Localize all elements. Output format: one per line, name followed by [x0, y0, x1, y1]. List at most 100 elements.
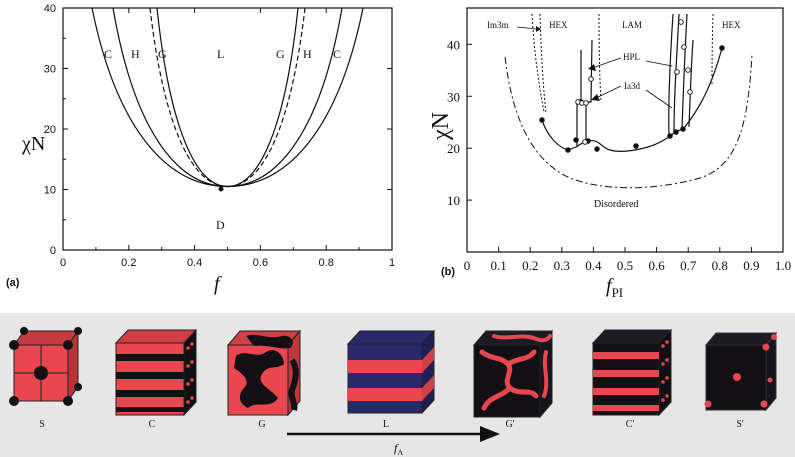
data-point-open [687, 89, 693, 95]
y-tick-label: 20 [44, 124, 56, 136]
region-label: H [303, 47, 312, 61]
x-axis-label: fPI [606, 275, 623, 300]
cube-label: G [258, 419, 265, 430]
phase-boundary [585, 39, 593, 140]
data-point-filled [573, 137, 579, 143]
panel-letter: (a) [6, 277, 20, 289]
x-tick-label: 0.4 [585, 258, 602, 273]
composition-arrow-head [480, 426, 500, 442]
phase-boundary [112, 7, 228, 188]
y-tick-label: 30 [44, 64, 56, 76]
cube-g-prime [472, 329, 554, 419]
data-point-filled [539, 117, 545, 123]
cube-label: C [149, 419, 156, 430]
data-point-open [678, 19, 684, 25]
morphology-strip: S C G L G' C' S' fA [0, 313, 795, 457]
panel-b-frame [466, 7, 784, 253]
arrow-line [595, 85, 622, 99]
y-tick-label: 40 [447, 37, 460, 52]
panel-b-y-ticks: 10 20 30 40 [447, 37, 472, 208]
cube-c [114, 328, 198, 417]
y-tick-label: 30 [447, 89, 460, 104]
region-label: G [276, 47, 285, 61]
panel-b: 0 0.1 0.2 0.3 0.4 0.5 0.6 0.7 0.8 0.9 1.0 10 20 30 40… [428, 7, 791, 300]
phase-boundary [227, 7, 364, 188]
odt-curve [541, 47, 723, 152]
region-label: C [333, 47, 341, 61]
x-tick-label: 0.6 [253, 257, 268, 269]
cube-s [9, 327, 82, 406]
x-tick-label: 0.8 [712, 258, 728, 273]
dotted-boundary [711, 13, 714, 86]
y-tick-label: 40 [44, 3, 56, 15]
region-label: C [104, 47, 112, 61]
disordered-label: Disordered [594, 199, 638, 210]
arrow-head [588, 64, 596, 71]
cube-label: L [383, 419, 389, 430]
arrow-line [516, 26, 537, 30]
phase-label: HEX [722, 20, 741, 30]
panel-a-x-ticks: 0 0.2 0.4 0.6 0.8 1 [60, 8, 395, 269]
y-tick-label: 0 [50, 245, 56, 257]
dotted-boundary [531, 13, 545, 113]
arrow-label: fA [394, 441, 403, 457]
panel-a-y-ticks: 0 10 20 30 40 [44, 3, 392, 257]
arrow-head [536, 26, 541, 32]
data-point-open [685, 67, 691, 73]
panel-a: 0 0.2 0.4 0.6 0.8 1 0 10 20 30 40 C H G L G H C D… [6, 3, 395, 295]
data-point-open [582, 139, 588, 145]
mean-field-boundary [504, 54, 753, 189]
data-point-filled [594, 146, 600, 152]
phase-label: HEX [549, 20, 568, 30]
x-tick-label: 0.5 [617, 258, 633, 273]
region-label: H [131, 47, 140, 61]
phase-boundary [668, 13, 674, 137]
arrow-line [645, 60, 673, 67]
arrow-line [645, 89, 673, 109]
cube-l [346, 329, 436, 415]
x-tick-label: 0.7 [680, 258, 697, 273]
data-point-filled [719, 45, 725, 51]
x-tick-label: 0.9 [743, 258, 759, 273]
x-tick-label: 0.2 [522, 258, 538, 273]
data-point-open [674, 69, 680, 75]
cube-g [226, 329, 302, 417]
phase-boundary [91, 7, 228, 188]
arrow-line [591, 57, 622, 69]
x-tick-label: 0 [60, 257, 66, 269]
annotation: HPL [623, 52, 640, 62]
panel-b-data-points [539, 19, 725, 153]
panel-b-x-ticks: 0 0.1 0.2 0.3 0.4 0.5 0.6 0.7 0.8 0.9 1.0 [464, 247, 791, 273]
phase-label: Im3m [487, 20, 509, 30]
data-point-filled [673, 129, 679, 135]
dotted-boundary [539, 13, 547, 115]
data-point-filled [667, 133, 673, 139]
phase-boundary [156, 7, 228, 188]
disordered-label: D [216, 218, 225, 232]
data-point-open [583, 100, 589, 106]
phase-boundary [681, 13, 688, 129]
phase-boundary [576, 50, 582, 146]
x-tick-label: 0 [464, 258, 471, 273]
y-axis-label: χN [21, 133, 45, 155]
cube-label: S [39, 419, 45, 430]
x-tick-label: 1.0 [775, 258, 791, 273]
region-label: G [158, 47, 167, 61]
annotation: Ia3d [624, 81, 640, 91]
data-point-filled [565, 147, 571, 153]
phase-boundary [227, 7, 299, 188]
panel-letter: (b) [441, 266, 455, 278]
phase-boundary [688, 39, 694, 128]
x-tick-label: 0.4 [187, 257, 202, 269]
x-tick-label: 0.8 [319, 257, 334, 269]
phase-boundary [673, 13, 680, 133]
x-tick-label: 0.6 [648, 258, 665, 273]
dotted-boundary [598, 13, 602, 101]
panel-a-phase-boundaries [91, 7, 364, 188]
panel-a-frame [62, 7, 393, 251]
x-tick-label: 0.1 [490, 258, 506, 273]
phase-boundary [227, 7, 343, 188]
x-tick-label: 0.3 [554, 258, 570, 273]
